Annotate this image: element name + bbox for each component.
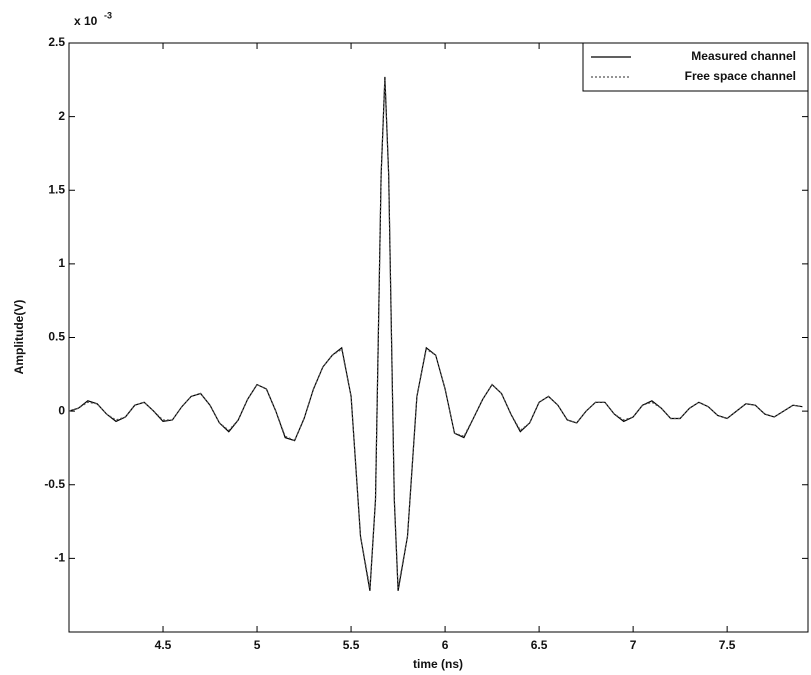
y-tick-label: 2.5 xyxy=(48,35,65,49)
plot-area xyxy=(68,42,809,633)
y-axis-label: Amplitude(V) xyxy=(12,300,26,375)
y-tick-label: 2 xyxy=(58,109,65,123)
series-line xyxy=(68,79,803,588)
exponent-base: x 10 xyxy=(74,14,98,28)
y-tick-label: 0 xyxy=(58,403,65,417)
series-line xyxy=(68,76,803,591)
x-tick-label: 4.5 xyxy=(155,638,172,652)
x-tick-label: 5.5 xyxy=(343,638,360,652)
legend-box xyxy=(582,42,809,92)
y-tick-label: 1.5 xyxy=(48,182,65,196)
x-tick-label: 6 xyxy=(442,638,449,652)
x-tick-label: 7 xyxy=(630,638,637,652)
legend-label: Free space channel xyxy=(685,69,796,83)
x-axis-label: time (ns) xyxy=(413,657,463,671)
legend-label: Measured channel xyxy=(691,49,796,63)
y-tick-label: -1 xyxy=(54,551,65,565)
x-tick-label: 7.5 xyxy=(719,638,736,652)
exponent: -3 xyxy=(104,10,112,20)
x-tick-label: 5 xyxy=(254,638,261,652)
y-tick-label: -0.5 xyxy=(44,477,65,491)
x-tick-label: 6.5 xyxy=(531,638,548,652)
y-tick-label: 1 xyxy=(58,256,65,270)
y-tick-label: 0.5 xyxy=(48,330,65,344)
